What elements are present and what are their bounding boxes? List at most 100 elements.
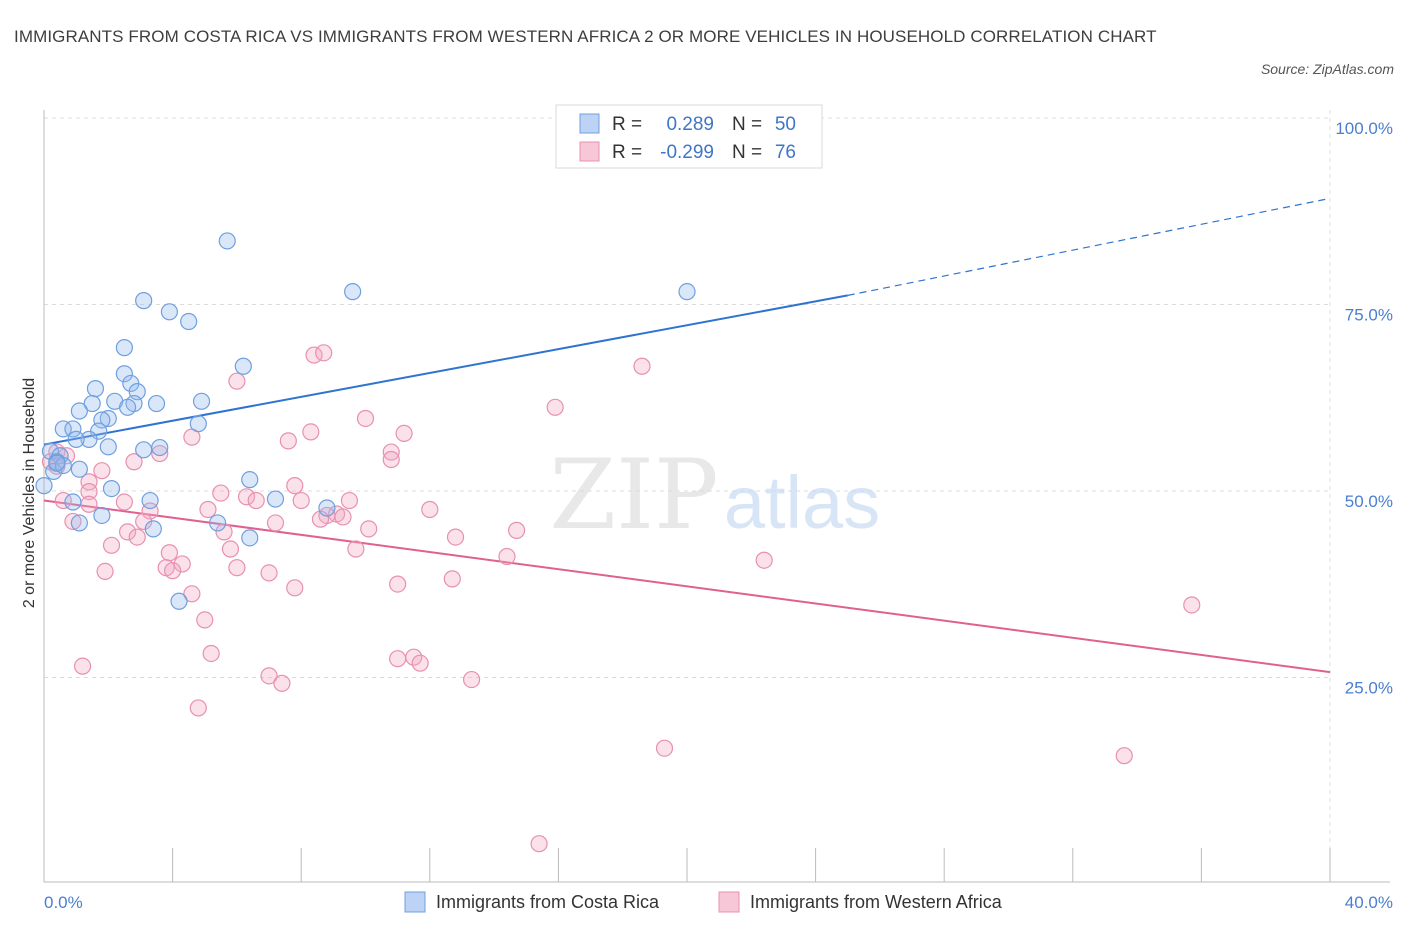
point-western-africa bbox=[655, 739, 674, 757]
point-costa-rica bbox=[135, 292, 153, 310]
point-western-africa bbox=[228, 372, 246, 390]
point-costa-rica bbox=[151, 438, 169, 457]
point-costa-rica bbox=[115, 339, 133, 357]
point-costa-rica bbox=[54, 456, 72, 475]
bottom-legend-label-western-africa: Immigrants from Western Africa bbox=[750, 892, 1003, 912]
series-costa-rica bbox=[35, 232, 696, 610]
point-western-africa bbox=[80, 482, 98, 501]
point-western-africa bbox=[160, 544, 178, 562]
point-costa-rica bbox=[70, 402, 88, 420]
point-western-africa bbox=[382, 450, 400, 469]
point-western-africa bbox=[118, 523, 137, 541]
chart-source: Source: ZipAtlas.com bbox=[1260, 61, 1394, 77]
point-western-africa bbox=[260, 564, 278, 582]
point-western-africa bbox=[508, 521, 526, 539]
point-western-africa bbox=[183, 585, 201, 603]
point-western-africa bbox=[93, 462, 111, 480]
x-tick-label: 0.0% bbox=[44, 893, 83, 912]
stats-legend-box bbox=[555, 104, 823, 169]
point-costa-rica bbox=[70, 514, 88, 532]
point-western-africa bbox=[1115, 747, 1133, 765]
point-costa-rica bbox=[318, 499, 336, 517]
watermark-atlas: atlas bbox=[724, 461, 880, 544]
point-western-africa bbox=[260, 667, 278, 685]
legend-n-label-2: N = bbox=[732, 142, 762, 163]
point-western-africa bbox=[498, 547, 516, 566]
point-costa-rica bbox=[266, 490, 285, 508]
legend-r-value-2: -0.299 bbox=[660, 142, 714, 163]
series-western-africa bbox=[41, 344, 1201, 853]
point-western-africa bbox=[530, 835, 548, 853]
point-western-africa bbox=[64, 512, 82, 531]
point-costa-rica bbox=[64, 420, 82, 438]
legend-r-value-1: 0.289 bbox=[666, 114, 714, 135]
point-costa-rica bbox=[93, 506, 111, 525]
point-costa-rica bbox=[209, 514, 227, 532]
point-costa-rica bbox=[678, 283, 696, 301]
point-western-africa bbox=[347, 540, 365, 558]
point-western-africa bbox=[446, 528, 465, 546]
point-costa-rica bbox=[344, 283, 362, 301]
point-costa-rica bbox=[189, 415, 207, 433]
y-axis-label: 2 or more Vehicles in Household bbox=[21, 378, 38, 608]
point-costa-rica bbox=[218, 232, 236, 250]
point-western-africa bbox=[247, 491, 265, 510]
point-western-africa bbox=[755, 551, 773, 569]
legend-r-label-2: R = bbox=[612, 142, 642, 163]
bottom-legend-swatch-blue bbox=[404, 891, 426, 913]
point-western-africa bbox=[462, 670, 481, 689]
point-western-africa bbox=[279, 432, 297, 450]
point-costa-rica bbox=[64, 493, 82, 511]
point-western-africa bbox=[266, 514, 285, 532]
point-costa-rica bbox=[234, 357, 252, 375]
point-western-africa bbox=[202, 644, 220, 663]
axes bbox=[43, 110, 1390, 883]
point-western-africa bbox=[102, 536, 121, 554]
point-costa-rica bbox=[147, 394, 166, 413]
y-tick-label: 25.0% bbox=[1345, 679, 1393, 698]
point-western-africa bbox=[315, 344, 333, 362]
point-costa-rica bbox=[141, 491, 159, 510]
point-western-africa bbox=[421, 500, 439, 519]
trend-lines bbox=[43, 197, 1331, 674]
point-costa-rica bbox=[102, 480, 121, 498]
point-costa-rica bbox=[54, 420, 72, 438]
trend-line-costa-rica-extension bbox=[847, 197, 1331, 296]
trend-line-costa-rica bbox=[43, 294, 848, 446]
point-costa-rica bbox=[115, 365, 133, 383]
point-western-africa bbox=[1183, 596, 1201, 614]
point-western-africa bbox=[212, 484, 230, 502]
point-western-africa bbox=[340, 491, 359, 510]
point-western-africa bbox=[633, 357, 651, 375]
tick-labels: 100.0% 75.0% 50.0% 25.0% 0.0% 40.0% bbox=[44, 119, 1393, 912]
point-western-africa bbox=[334, 508, 352, 526]
point-western-africa bbox=[237, 488, 256, 506]
point-western-africa bbox=[389, 575, 407, 593]
chart-title: IMMIGRANTS FROM COSTA RICA VS IMMIGRANTS… bbox=[14, 27, 1157, 46]
point-western-africa bbox=[73, 657, 92, 675]
point-costa-rica bbox=[83, 394, 101, 413]
point-costa-rica bbox=[93, 411, 111, 429]
y-tick-label: 75.0% bbox=[1345, 306, 1393, 325]
point-costa-rica bbox=[48, 454, 66, 472]
point-western-africa bbox=[302, 423, 320, 441]
watermark-zip: ZIP bbox=[549, 439, 718, 551]
point-western-africa bbox=[128, 528, 146, 546]
point-costa-rica bbox=[241, 529, 259, 547]
trend-line-western-africa bbox=[43, 499, 1331, 674]
bottom-legend-label-costa-rica: Immigrants from Costa Rica bbox=[436, 892, 660, 912]
point-western-africa bbox=[80, 473, 98, 491]
point-costa-rica bbox=[80, 430, 98, 448]
point-western-africa bbox=[96, 562, 114, 581]
point-costa-rica bbox=[241, 471, 259, 489]
point-western-africa bbox=[164, 562, 182, 580]
point-western-africa bbox=[228, 559, 246, 577]
legend-n-value-1: 50 bbox=[775, 114, 796, 135]
point-western-africa bbox=[215, 523, 233, 541]
point-western-africa bbox=[151, 444, 169, 463]
point-western-africa bbox=[286, 477, 304, 495]
point-western-africa bbox=[221, 540, 240, 558]
point-costa-rica bbox=[192, 392, 211, 410]
legend-n-value-2: 76 bbox=[775, 142, 796, 163]
